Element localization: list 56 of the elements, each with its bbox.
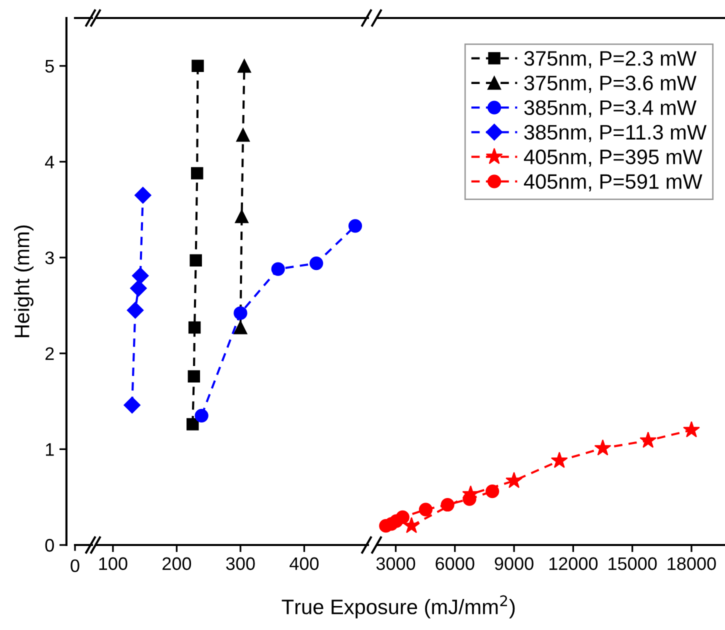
point — [126, 302, 144, 319]
point — [271, 262, 285, 276]
x-tick-label: 12000 — [549, 557, 598, 570]
x-tick-label: 300 — [226, 557, 255, 570]
point — [192, 60, 204, 72]
legend-label: 405nm, P=395 mW — [524, 150, 702, 167]
y-tick-label: 4 — [45, 156, 54, 168]
point — [550, 452, 568, 468]
x-tick-label: 3000 — [376, 557, 416, 570]
y-axis-title: Height (mm) — [14, 225, 34, 338]
point — [403, 516, 420, 534]
point — [506, 472, 523, 488]
point — [486, 484, 500, 498]
point — [594, 439, 612, 456]
point — [188, 321, 201, 334]
x-tick-label: 6000 — [436, 557, 474, 570]
point — [234, 320, 248, 334]
point — [683, 421, 700, 438]
point — [348, 219, 362, 233]
point — [234, 306, 248, 320]
point — [194, 408, 208, 422]
x-tick-label: 18000 — [668, 557, 716, 570]
point — [418, 502, 433, 516]
point — [134, 186, 152, 204]
point — [440, 498, 454, 512]
point — [396, 510, 410, 524]
x-tick-label: 15000 — [608, 557, 657, 570]
y-tick-label: 1 — [46, 443, 54, 456]
legend-label: 385nm, P=3.4 mW — [524, 100, 696, 118]
x-tick-label: 100 — [99, 557, 128, 570]
x-tick-label: 400 — [290, 557, 319, 570]
point — [186, 418, 199, 430]
point — [310, 256, 324, 270]
point — [236, 128, 250, 142]
legend-label: 375nm, P=3.6 mW — [524, 76, 696, 93]
point — [132, 267, 149, 284]
x-tick-label: 200 — [162, 557, 192, 570]
legend-label: 385nm, P=11.3 mW — [524, 124, 707, 142]
legend-label: 405nm, P=591 mW — [524, 174, 702, 192]
y-tick-label: 5 — [45, 60, 54, 73]
point — [124, 396, 140, 414]
y-tick-label: 2 — [46, 347, 54, 360]
point — [190, 254, 202, 267]
point — [234, 210, 249, 224]
y-tick-label: 0 — [45, 538, 54, 552]
x-tick-label: 9000 — [494, 557, 534, 570]
y-tick-label: 3 — [45, 251, 54, 264]
x-axis-title: True Exposure (mJ/mm$^{2}$) — [282, 595, 515, 618]
point — [130, 280, 147, 297]
point — [640, 432, 657, 448]
point — [188, 370, 200, 382]
text: 0 — [70, 559, 80, 572]
point — [237, 59, 252, 73]
legend-label: 375nm, P=2.3 mW — [524, 51, 696, 68]
point — [191, 167, 204, 180]
point — [462, 492, 476, 506]
